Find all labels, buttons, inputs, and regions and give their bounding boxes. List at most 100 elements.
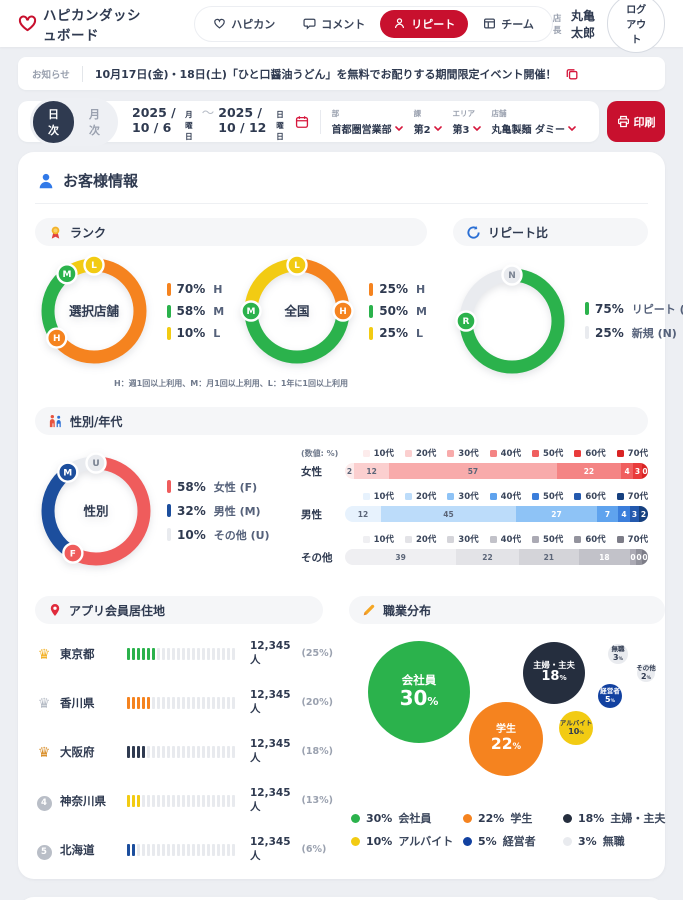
dropdown-filter[interactable]: 部首都圏営業部 <box>332 108 403 136</box>
age-legend-key: 60代 <box>574 533 606 545</box>
app-logo-icon <box>18 14 37 33</box>
legend-item: 25% L <box>369 326 427 340</box>
rank-charts-row: H M L 選択店舗 70% H 58% M 10% L H M L 全国 25% H 50% M 25% L H：週… <box>35 252 683 389</box>
legend-label: M <box>416 304 427 318</box>
nav-item-comment[interactable]: コメント <box>290 10 378 38</box>
gender-age-icon <box>48 414 63 429</box>
donut-marker-L <box>83 254 105 276</box>
date-end: 2025 / 10 / 12 <box>218 104 267 135</box>
nav-item-label: リピート <box>411 17 456 31</box>
prefecture-name: 東京都 <box>60 646 95 661</box>
legend-pct: 5% <box>478 834 497 848</box>
legend-pct: 10% <box>176 326 206 340</box>
tick <box>157 696 160 709</box>
tick <box>197 745 200 758</box>
legend-swatch <box>369 282 374 296</box>
member-count: 12,345人 <box>250 738 291 764</box>
age-legend-swatch <box>531 449 539 457</box>
nav-item-person[interactable]: リピート <box>380 9 469 38</box>
tick <box>162 647 165 660</box>
tick <box>127 647 130 660</box>
date-range[interactable]: 2025 / 10 / 6 月曜日 〜 2025 / 10 / 12 日曜日 <box>132 102 309 142</box>
tick <box>132 696 135 709</box>
tick <box>147 794 150 807</box>
age-row-label: その他 <box>301 551 333 564</box>
chart-legend: 75% リピート (R) 25% 新規 (N) <box>585 301 683 341</box>
legend-swatch <box>167 504 171 517</box>
legend-swatch <box>585 302 589 315</box>
toggle-日次[interactable]: 日次 <box>33 100 74 143</box>
tick <box>207 794 210 807</box>
age-legend-label: 10代 <box>373 535 394 545</box>
dropdown-value: 丸亀製麺 ダミー <box>491 124 565 136</box>
svg-text:F: F <box>70 549 76 559</box>
legend-item: 50% M <box>369 304 427 318</box>
tick <box>212 647 215 660</box>
nav-item-heart[interactable]: ハピカン <box>200 10 288 38</box>
donut-marker-F <box>62 541 84 564</box>
legend-pct: 25% <box>379 282 409 296</box>
tick <box>162 843 165 856</box>
legend-item: 58% 女性 (F) <box>167 479 270 495</box>
calendar-icon[interactable] <box>295 115 309 129</box>
stacked-bar-segment: 3 <box>630 506 639 522</box>
tick <box>197 696 200 709</box>
age-legend-swatch <box>489 492 497 500</box>
age-legend-swatch <box>404 535 412 543</box>
legend-item: 10% その他 (U) <box>167 527 270 543</box>
chevron-down-icon <box>433 125 442 131</box>
legend-label: アルバイト <box>398 835 454 848</box>
tick <box>227 696 230 709</box>
stacked-bar-segment: 7 <box>597 506 618 522</box>
legend-item: 32% 男性 (M) <box>167 503 270 519</box>
toggle-月次[interactable]: 月次 <box>89 107 100 137</box>
stacked-bar-segment: 22 <box>456 549 519 565</box>
age-bar-row: 男性 12 45 27 7 4 3 2 <box>301 506 648 522</box>
donut-chart: F M U 性別 <box>41 451 151 565</box>
chart-legend: 58% 女性 (F) 32% 男性 (M) 10% その他 (U) <box>167 479 270 543</box>
occupation-legend-item: 3% 無職 <box>563 833 665 849</box>
tick <box>212 794 215 807</box>
dropdown-filter[interactable]: 店舗丸亀製麺 ダミー <box>492 108 576 136</box>
dropdown-label: 店舗 <box>491 108 507 118</box>
tick <box>157 647 160 660</box>
tick <box>227 745 230 758</box>
date-separator: 〜 <box>201 104 215 120</box>
residence-row: 5 北海道 12,345人 (6%) <box>35 836 326 863</box>
chevron-down-icon <box>394 125 403 131</box>
tick <box>177 794 180 807</box>
logout-button[interactable]: ログアウト <box>607 0 665 53</box>
dropdown-filter[interactable]: エリア 第3 <box>453 108 481 136</box>
tick <box>217 647 220 660</box>
map-pin-icon <box>48 603 62 617</box>
bubble-name: アルバイト <box>559 718 593 727</box>
legend-swatch <box>166 326 171 340</box>
bubble-pct: 30% <box>399 686 439 711</box>
rank-number-badge: 4 <box>35 790 53 811</box>
tick <box>187 696 190 709</box>
gender-age-title: 性別/年代 <box>70 414 123 429</box>
stacked-bar: 12 45 27 7 4 3 2 <box>345 506 648 522</box>
tick <box>182 794 185 807</box>
member-pct: (13%) <box>301 795 333 806</box>
donut-marker-M <box>240 300 262 322</box>
print-button[interactable]: 印刷 <box>607 101 665 142</box>
legend-label: 無職 <box>602 835 625 848</box>
occupation-bubble: 学生 22% <box>469 702 543 776</box>
dropdown-filter[interactable]: 課第2 <box>414 108 442 136</box>
bubble-name: 学生 <box>496 724 516 736</box>
tick <box>202 843 205 856</box>
occupation-col: 職業分布 会社員 30% 学生 22% 主婦・主夫 18% アルバイト 10% 経営者 5% 無職 3… <box>349 596 666 863</box>
legend-dot <box>463 836 472 846</box>
tick <box>232 843 235 856</box>
nav-item-team[interactable]: チーム <box>470 10 547 38</box>
member-count: 12,345人 <box>250 689 291 715</box>
legend-pct: 70% <box>176 282 206 296</box>
stacked-bar-segment: 27 <box>516 506 597 522</box>
tick <box>232 696 235 709</box>
legend-label: H <box>416 282 426 296</box>
tick <box>162 745 165 758</box>
copy-icon[interactable] <box>565 67 579 81</box>
tick <box>232 794 235 807</box>
bubble-pct: 5% <box>605 695 615 705</box>
